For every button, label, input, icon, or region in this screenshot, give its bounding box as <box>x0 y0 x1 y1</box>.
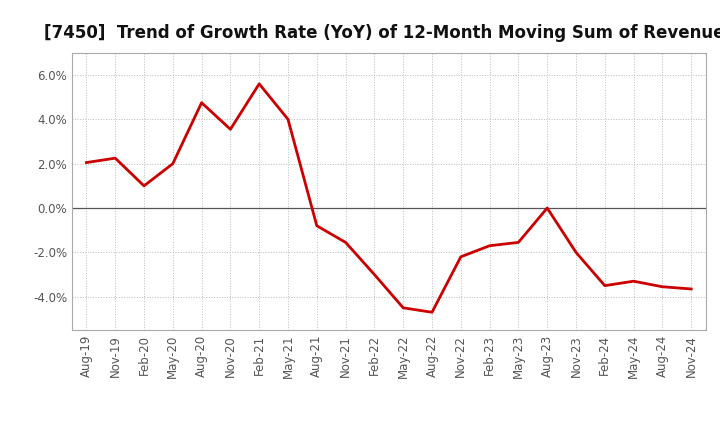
Text: [7450]  Trend of Growth Rate (YoY) of 12-Month Moving Sum of Revenues: [7450] Trend of Growth Rate (YoY) of 12-… <box>44 24 720 42</box>
